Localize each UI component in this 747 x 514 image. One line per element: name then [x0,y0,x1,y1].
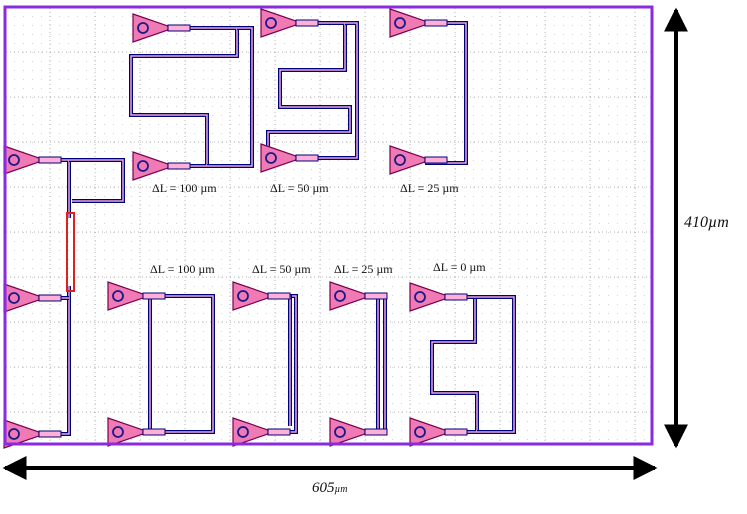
grating-coupler [389,145,448,175]
delta-label-bottom-2: ΔL = 50 µm [252,262,311,276]
coupler-pad [444,428,468,436]
coupler-ring [112,290,124,302]
delta-label-top-3: ΔL = 25 µm [400,181,459,195]
coupler-pad [267,292,291,300]
grating-coupler [232,281,291,311]
coupler-ring [394,17,406,29]
coupler-ring [334,426,346,438]
grating-coupler [409,282,468,312]
y-splitter [66,212,75,292]
coupler-pad [167,162,191,170]
waveguide-core [69,159,124,202]
coupler-ring [8,154,20,166]
coupler-pad [424,156,448,164]
coupler-ring [112,426,124,438]
delta-label-top-2: ΔL = 50 µm [270,181,329,195]
coupler-ring [137,160,149,172]
grating-coupler [132,13,191,43]
delta-label-bottom-1: ΔL = 100 µm [150,262,215,276]
waveguide-core [445,296,515,433]
dot-grid [5,7,652,444]
coupler-pad [424,19,448,27]
waveguide-core [143,295,214,433]
waveguide-core [267,22,351,159]
width-dimension-label: 605µm [312,480,348,496]
grating-coupler [329,281,388,311]
grating-coupler [3,283,62,313]
major-grid [6,8,651,443]
coupler-ring [265,17,277,29]
coupler-ring [237,426,249,438]
coupler-pad [267,428,291,436]
chip-boundary [3,5,654,446]
coupler-ring [334,290,346,302]
coupler-pad [444,293,468,301]
coupler-ring [414,291,426,303]
delta-label-bottom-4: ΔL = 0 µm [433,260,486,274]
grating-coupler [409,417,468,447]
grating-coupler [132,151,191,181]
coupler-pad [38,430,62,438]
coupler-pad [38,156,62,164]
grating-coupler [107,417,166,447]
height-dimension-label: 410µm [684,214,729,231]
coupler-ring [414,426,426,438]
grating-coupler [232,417,291,447]
coupler-ring [8,428,20,440]
coupler-ring [265,152,277,164]
delta-label-bottom-3: ΔL = 25 µm [334,262,393,276]
coupler-pad [142,428,166,436]
width-unit: µm [334,484,348,495]
coupler-pad [364,292,388,300]
waveguide-core [431,296,478,433]
coupler-ring [237,290,249,302]
waveguide-core [207,27,253,167]
grating-couplers [3,8,468,449]
grating-coupler [107,281,166,311]
coupler-ring [137,22,149,34]
coupler-pad [38,294,62,302]
grating-coupler [260,8,319,38]
grating-coupler [329,417,388,447]
coupler-pad [167,24,191,32]
grating-coupler [389,8,448,38]
coupler-pad [142,292,166,300]
delta-label-top-1: ΔL = 100 µm [152,181,217,195]
coupler-ring [394,154,406,166]
coupler-ring [8,292,20,304]
waveguide-core [130,27,238,167]
coupler-pad [295,19,319,27]
coupler-pad [364,428,388,436]
coupler-pad [295,154,319,162]
grating-coupler [260,143,319,173]
waveguide-core [300,22,358,159]
